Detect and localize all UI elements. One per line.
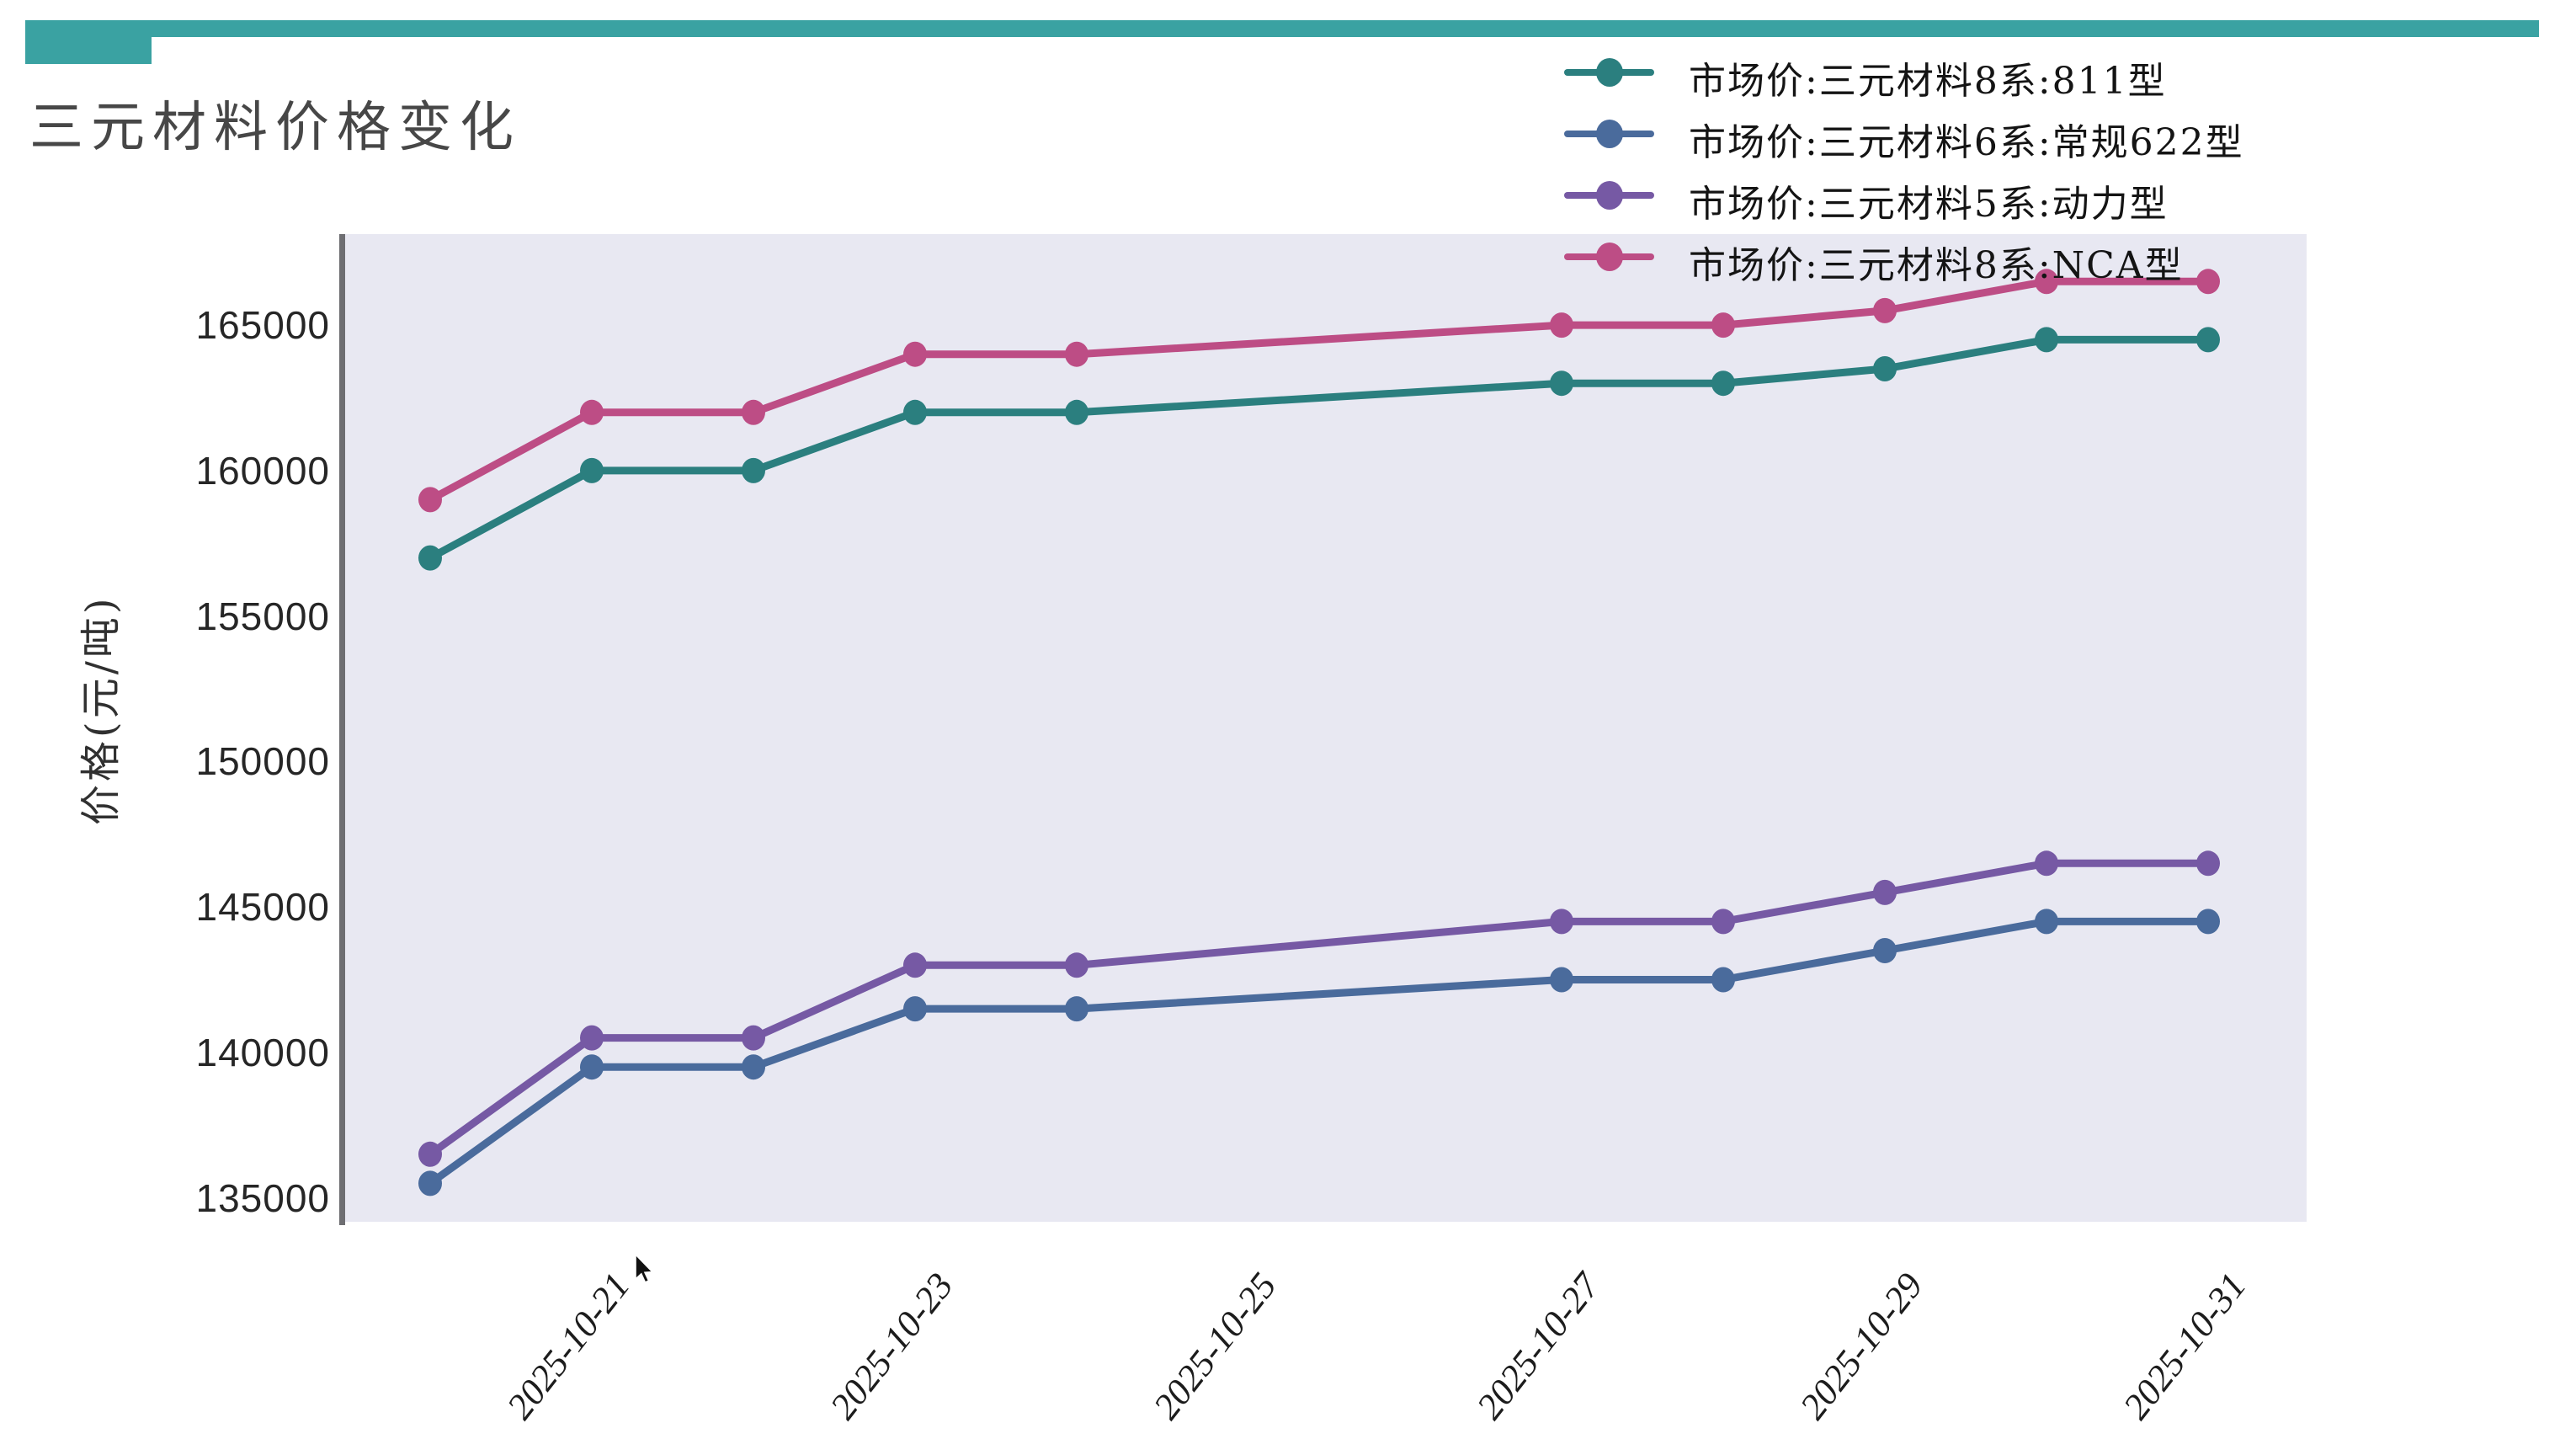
series-line <box>428 859 2208 1158</box>
y-tick-label: 160000 <box>195 448 330 493</box>
y-axis-spine <box>339 234 345 1225</box>
data-point[interactable] <box>2196 850 2220 877</box>
data-point[interactable] <box>1711 967 1735 993</box>
data-point[interactable] <box>2196 327 2220 353</box>
series-line <box>428 917 2208 1187</box>
data-point[interactable] <box>580 399 604 425</box>
y-tick-label: 150000 <box>195 739 330 784</box>
data-point[interactable] <box>742 457 765 483</box>
data-point[interactable] <box>2035 327 2058 353</box>
data-point[interactable] <box>1873 297 1897 323</box>
y-tick-label: 155000 <box>195 594 330 638</box>
data-point[interactable] <box>1550 370 1573 397</box>
data-point[interactable] <box>1873 938 1897 963</box>
data-point[interactable] <box>418 1141 442 1167</box>
data-point[interactable] <box>903 341 927 367</box>
data-point[interactable] <box>418 1170 442 1197</box>
legend-label: 市场价:三元材料5系:动力型 <box>1689 183 2169 226</box>
data-point[interactable] <box>1065 399 1088 425</box>
data-point[interactable] <box>1065 341 1088 367</box>
data-point[interactable] <box>1873 879 1897 905</box>
legend-dot-marker <box>1596 181 1623 210</box>
y-tick-label: 165000 <box>195 303 330 348</box>
legend-dot-marker <box>1596 58 1623 87</box>
data-point[interactable] <box>1711 370 1735 397</box>
legend-label: 市场价:三元材料8系:811型 <box>1689 60 2167 103</box>
data-point[interactable] <box>1065 952 1088 978</box>
legend-label: 市场价:三元材料6系:常规622型 <box>1689 121 2244 164</box>
y-tick-label: 135000 <box>195 1175 330 1220</box>
data-point[interactable] <box>418 545 442 571</box>
mouse-cursor-icon <box>635 1255 654 1284</box>
data-point[interactable] <box>2035 909 2058 935</box>
data-point[interactable] <box>580 457 604 483</box>
data-point[interactable] <box>742 1025 765 1051</box>
data-point[interactable] <box>903 399 927 425</box>
series-line <box>428 277 2208 504</box>
chart-title: 三元材料价格变化 <box>29 97 521 159</box>
data-point[interactable] <box>742 1054 765 1080</box>
data-point[interactable] <box>580 1054 604 1080</box>
legend-dot-marker <box>1596 242 1623 271</box>
series-line <box>428 335 2208 562</box>
data-point[interactable] <box>1711 312 1735 338</box>
data-point[interactable] <box>2035 850 2058 877</box>
data-point[interactable] <box>418 487 442 513</box>
data-point[interactable] <box>742 399 765 425</box>
legend-label: 市场价:三元材料8系:NCA型 <box>1689 244 2184 287</box>
data-point[interactable] <box>2035 269 2058 295</box>
data-point[interactable] <box>580 1025 604 1051</box>
accent-block <box>25 20 152 64</box>
data-point[interactable] <box>1873 356 1897 381</box>
data-point[interactable] <box>1550 312 1573 338</box>
data-point[interactable] <box>1550 967 1573 993</box>
data-point[interactable] <box>1550 909 1573 935</box>
data-point[interactable] <box>2196 269 2220 295</box>
data-point[interactable] <box>1065 996 1088 1022</box>
accent-bar <box>152 20 2539 37</box>
data-point[interactable] <box>903 952 927 978</box>
legend-dot-marker <box>1596 120 1623 148</box>
data-point[interactable] <box>1711 909 1735 935</box>
y-tick-label: 140000 <box>195 1030 330 1074</box>
data-point[interactable] <box>903 996 927 1022</box>
y-tick-label: 145000 <box>195 885 330 930</box>
data-point[interactable] <box>2196 909 2220 935</box>
